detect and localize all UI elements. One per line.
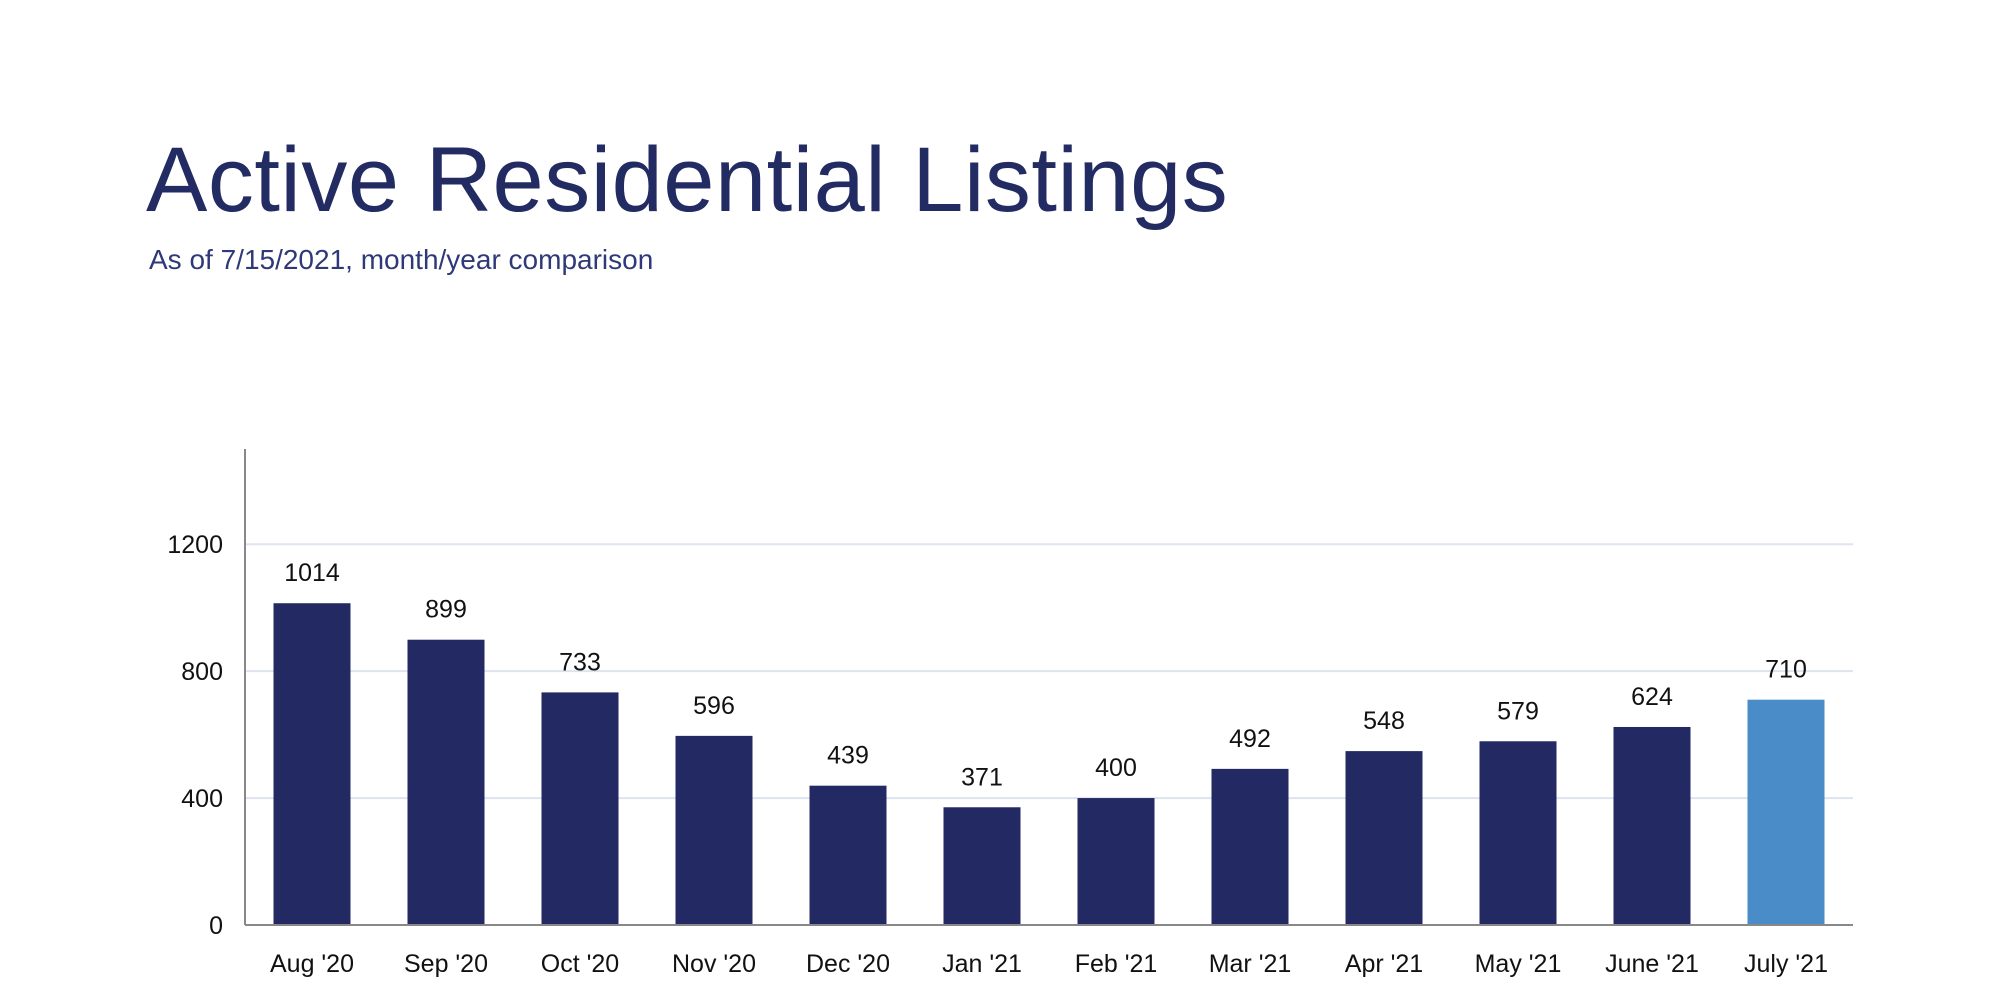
data-label: 733 xyxy=(559,648,601,676)
bar xyxy=(407,639,485,925)
x-tick-label: Apr '21 xyxy=(1345,950,1423,978)
bar xyxy=(541,692,619,925)
x-tick-label: Aug '20 xyxy=(270,950,354,978)
data-label: 400 xyxy=(1095,754,1137,782)
x-tick-label: Feb '21 xyxy=(1075,950,1158,978)
data-label: 1014 xyxy=(284,559,340,587)
x-tick-label: June '21 xyxy=(1605,950,1699,978)
data-label: 439 xyxy=(827,742,869,770)
y-tick-label: 1200 xyxy=(167,531,223,559)
x-tick-label: Mar '21 xyxy=(1209,950,1292,978)
y-tick-label: 400 xyxy=(181,785,223,813)
x-tick-label: Nov '20 xyxy=(672,950,756,978)
x-tick-label: July '21 xyxy=(1744,950,1828,978)
bar xyxy=(943,807,1021,925)
bar xyxy=(1077,798,1155,925)
data-label: 371 xyxy=(961,763,1003,791)
data-label: 596 xyxy=(693,692,735,720)
data-label: 492 xyxy=(1229,725,1271,753)
data-label: 579 xyxy=(1497,697,1539,725)
data-label: 899 xyxy=(425,596,467,624)
y-tick-label: 800 xyxy=(181,658,223,686)
bar xyxy=(1345,751,1423,925)
chart-title: Active Residential Listings xyxy=(146,129,1229,231)
bar xyxy=(273,603,351,925)
data-label: 710 xyxy=(1765,656,1807,684)
bar xyxy=(809,785,887,925)
bar xyxy=(1613,726,1691,925)
bar xyxy=(1479,741,1557,925)
x-tick-label: Dec '20 xyxy=(806,950,890,978)
data-label: 624 xyxy=(1631,683,1673,711)
x-tick-label: Jan '21 xyxy=(942,950,1022,978)
bar xyxy=(1211,768,1289,925)
x-tick-label: May '21 xyxy=(1475,950,1562,978)
bar xyxy=(675,735,753,925)
x-tick-label: Oct '20 xyxy=(541,950,619,978)
y-tick-label: 0 xyxy=(209,912,223,940)
data-label: 548 xyxy=(1363,707,1405,735)
x-tick-label: Sep '20 xyxy=(404,950,488,978)
bar xyxy=(1747,699,1825,925)
chart-subtitle: As of 7/15/2021, month/year comparison xyxy=(149,244,654,275)
